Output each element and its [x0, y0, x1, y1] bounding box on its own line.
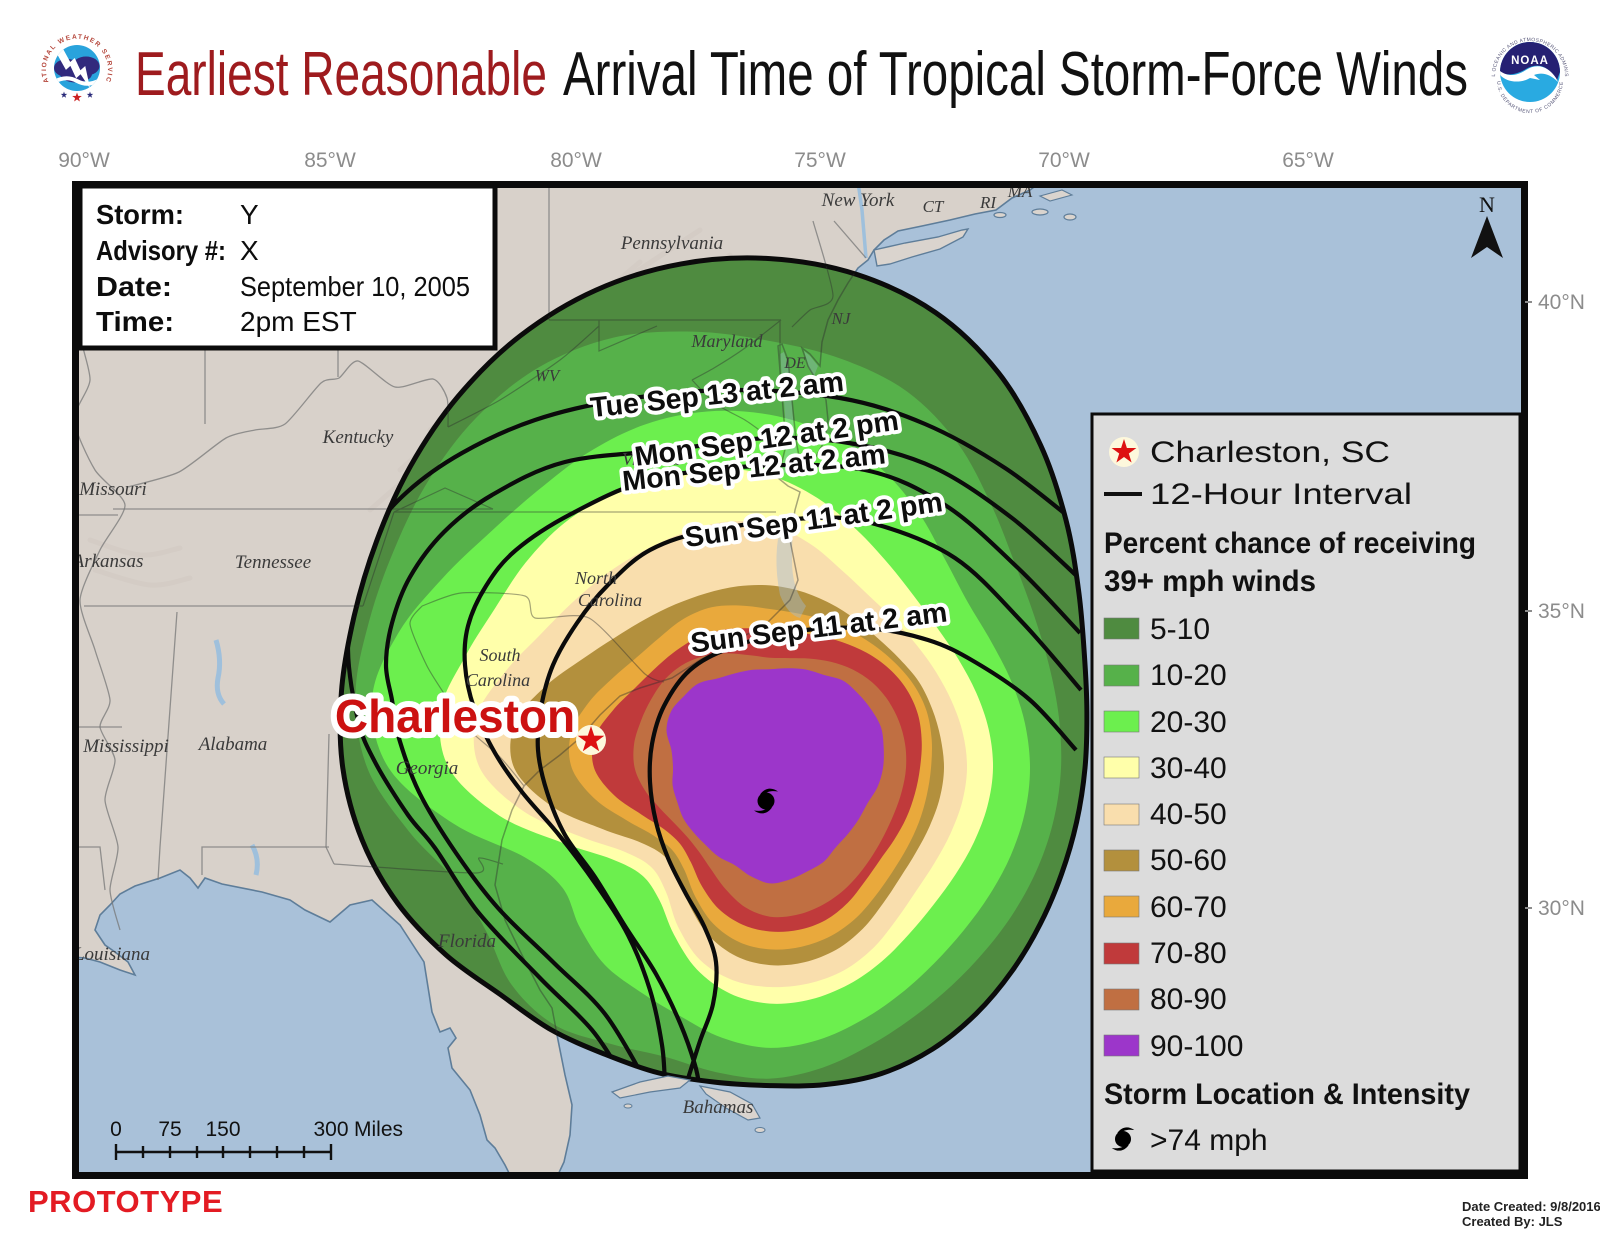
svg-text:X: X [240, 235, 259, 266]
svg-text:Georgia: Georgia [396, 758, 459, 779]
svg-text:70-80: 70-80 [1150, 937, 1227, 970]
svg-text:10-20: 10-20 [1150, 659, 1227, 692]
svg-text:Tennessee: Tennessee [235, 552, 311, 573]
svg-text:Date:: Date: [96, 271, 172, 302]
svg-text:20-30: 20-30 [1150, 706, 1227, 739]
svg-text:RI: RI [979, 193, 997, 212]
svg-text:30°N: 30°N [1538, 897, 1585, 920]
svg-text:35°N: 35°N [1538, 600, 1585, 623]
svg-text:300: 300 [313, 1118, 348, 1141]
svg-text:Missouri: Missouri [78, 479, 147, 500]
svg-text:N: N [1479, 192, 1495, 217]
svg-text:85°W: 85°W [304, 149, 356, 172]
svg-text:NOAA: NOAA [1511, 55, 1549, 67]
svg-text:Date Created: 9/8/2016: Date Created: 9/8/2016 [1462, 1199, 1600, 1214]
svg-text:CT: CT [923, 197, 945, 216]
svg-text:Percent chance of receiving: Percent chance of receiving [1104, 527, 1476, 560]
svg-text:Storm:: Storm: [96, 199, 184, 230]
svg-text:Pennsylvania: Pennsylvania [620, 233, 723, 254]
svg-text:Y: Y [240, 199, 259, 230]
svg-text:Virginia: Virginia [622, 449, 680, 469]
svg-text:Advisory #:: Advisory #: [96, 235, 226, 266]
svg-text:2pm EST: 2pm EST [240, 306, 357, 337]
svg-text:30-40: 30-40 [1150, 752, 1227, 785]
svg-text:PROTOTYPE: PROTOTYPE [28, 1184, 223, 1219]
svg-text:DE: DE [783, 355, 806, 372]
svg-text:South: South [479, 645, 520, 665]
svg-text:Alabama: Alabama [197, 734, 268, 755]
svg-text:Maryland: Maryland [691, 331, 764, 351]
svg-text:Carolina: Carolina [466, 670, 530, 690]
svg-text:Arrival Time of Tropical Storm: Arrival Time of Tropical Storm-Force Win… [563, 40, 1468, 109]
svg-text:40°N: 40°N [1538, 291, 1585, 314]
svg-text:90-100: 90-100 [1150, 1030, 1243, 1063]
svg-text:50-60: 50-60 [1150, 844, 1227, 877]
svg-text:September 10, 2005: September 10, 2005 [240, 271, 470, 302]
svg-text:Florida: Florida [437, 931, 496, 952]
svg-text:Mississippi: Mississippi [82, 736, 169, 757]
svg-text:Bahamas: Bahamas [683, 1097, 754, 1118]
svg-text:Louisiana: Louisiana [73, 944, 150, 965]
svg-text:5-10: 5-10 [1150, 613, 1210, 646]
svg-text:NJ: NJ [831, 309, 852, 328]
svg-text:80-90: 80-90 [1150, 983, 1227, 1016]
svg-text:70°W: 70°W [1038, 149, 1090, 172]
svg-text:39+ mph winds: 39+ mph winds [1104, 565, 1316, 598]
svg-text:Kentucky: Kentucky [322, 427, 394, 448]
svg-text:North: North [574, 568, 617, 588]
svg-text:Carolina: Carolina [578, 590, 642, 610]
svg-text:80°W: 80°W [550, 149, 602, 172]
svg-text:>74 mph: >74 mph [1150, 1124, 1268, 1157]
svg-text:150: 150 [205, 1118, 240, 1141]
svg-text:Arkansas: Arkansas [71, 551, 144, 572]
svg-text:40-50: 40-50 [1150, 798, 1227, 831]
svg-text:65°W: 65°W [1282, 149, 1334, 172]
svg-text:Earliest Reasonable: Earliest Reasonable [135, 40, 547, 109]
svg-text:MA: MA [1007, 182, 1033, 201]
svg-text:WV: WV [535, 366, 562, 385]
svg-text:Storm Location & Intensity: Storm Location & Intensity [1104, 1078, 1470, 1111]
svg-text:New York: New York [821, 190, 895, 211]
svg-text:60-70: 60-70 [1150, 891, 1227, 924]
svg-text:Miles: Miles [354, 1118, 403, 1141]
svg-text:90°W: 90°W [58, 149, 110, 172]
svg-text:Charleston: Charleston [335, 690, 575, 742]
svg-text:75°W: 75°W [794, 149, 846, 172]
svg-text:Charleston, SC: Charleston, SC [1150, 436, 1390, 469]
svg-text:12-Hour Interval: 12-Hour Interval [1150, 478, 1412, 511]
svg-text:0: 0 [110, 1118, 122, 1141]
svg-text:Time:: Time: [96, 306, 174, 337]
svg-text:75: 75 [158, 1118, 181, 1141]
svg-text:Created By: JLS: Created By: JLS [1462, 1214, 1563, 1229]
